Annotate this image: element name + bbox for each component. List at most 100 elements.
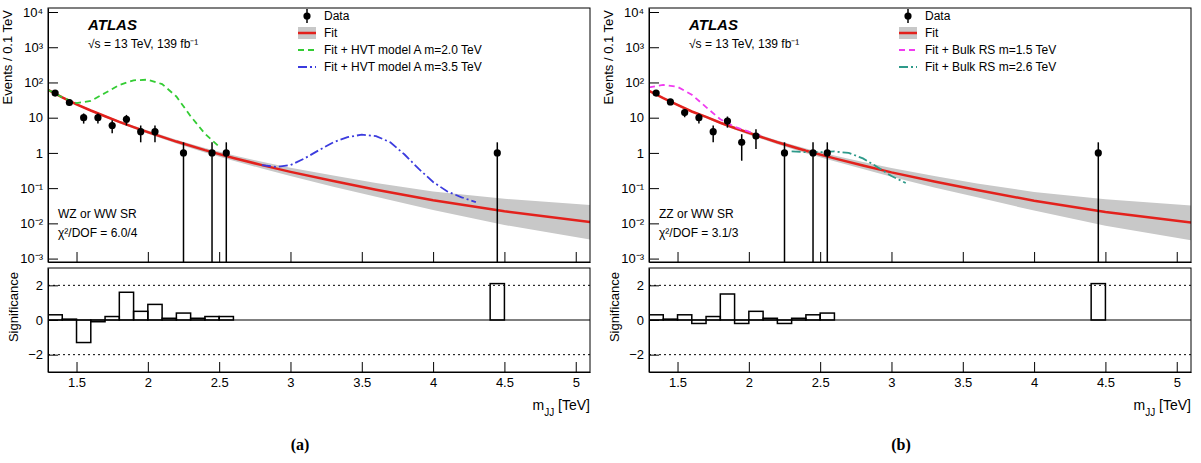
tick-mark [48,320,58,321]
tick [362,252,363,262]
tick: 1.5 [669,362,687,390]
tick [963,252,964,262]
tick-mark [1034,362,1035,372]
tick: 2 [36,278,58,293]
significance-bar [663,318,677,320]
legend: DataFitFit + HVT model A m=2.0 TeVFit + … [298,9,482,74]
tick: 1.5 [68,362,86,390]
significance-bar [1091,284,1105,320]
significance-bar [806,315,820,320]
tick-mark [649,223,659,224]
significance-bar [820,313,834,320]
tick-label: 2 [36,278,43,293]
significance-bar [792,318,806,320]
significance-bar [1034,319,1048,321]
tick-mark [48,259,58,260]
tick-label: −2 [28,347,43,362]
tick: 2 [637,278,659,293]
fit-uncertainty-band [649,90,1191,240]
significance-bar [119,292,133,320]
y-axis-title: Significance [607,272,622,342]
significance-bar [991,319,1005,321]
data-point [738,139,745,146]
tick-mark [576,362,577,372]
data-point [494,149,501,156]
tick: 10⁻² [621,216,659,231]
tick [749,252,750,262]
significance-plot-area [48,284,504,343]
tick-label: 10² [625,75,644,90]
significance-bar [1006,319,1020,321]
significance-bar [735,320,749,323]
annotation: χ²/DOF = 6.0/4 [58,226,138,240]
significance-bar [834,319,848,321]
tick-mark [433,362,434,372]
plot-frame [649,268,1191,372]
tick: 2.5 [812,362,830,390]
tick: 0 [36,313,58,328]
tick-mark [48,118,58,119]
legend-item: Fit [298,26,338,40]
significance-bar [1177,319,1191,321]
tick-mark [963,252,964,262]
grid-line [649,285,1191,286]
legend-label: Fit [925,26,939,40]
tick-label: 10⁻¹ [20,181,43,196]
tick-mark [77,252,78,262]
tick: 4 [430,362,437,390]
significance-bar [305,319,319,321]
significance-bar [462,319,476,321]
significance-bar [561,319,575,321]
grid-line [48,354,590,355]
tick-label: 2.5 [211,375,229,390]
tick-mark [576,252,577,262]
x-axis [650,252,1192,263]
tick: 10⁻³ [20,251,58,266]
tick-mark [48,12,58,13]
tick-mark [148,252,149,262]
tick-mark [820,252,821,262]
significance-bar [1063,319,1077,321]
significance-bar [649,315,663,320]
tick: 10² [24,75,58,90]
tick: 10³ [24,40,58,55]
significance-bar [906,319,920,321]
tick: 2 [746,362,753,390]
error-bar [741,134,743,161]
tick-mark [891,252,892,262]
data-point [724,118,731,125]
tick-mark [77,362,78,372]
tick: 1 [637,146,659,161]
tick-mark [649,259,659,260]
y-axis: 10⁻³10⁻²10⁻¹11010²10³10⁴ [20,5,58,267]
tick-label: 10⁻² [20,216,43,231]
tick-mark [1177,252,1178,262]
data-point [52,89,59,96]
legend-label: Fit [324,26,338,40]
significance-bar [248,319,262,321]
data-point [809,149,816,156]
y-axis-title: Events / 0.1 TeV [601,10,616,105]
tick-label: 3 [888,375,895,390]
tick: 10⁻³ [621,251,659,266]
series-line [48,90,590,222]
significance-bar [891,319,905,321]
data-point [681,109,688,116]
significance-bar [77,320,91,343]
legend-label: Fit + HVT model A m=2.0 TeV [324,43,482,57]
x-axis [49,252,591,263]
significance-bar [1048,319,1062,321]
legend-symbol [298,32,316,35]
data-point [123,116,130,123]
tick-mark [504,362,505,372]
legend: DataFitFit + Bulk RS m=1.5 TeVFit + Bulk… [899,9,1056,74]
legend-label: Fit + Bulk RS m=2.6 TeV [925,60,1056,74]
error-bar [183,142,185,262]
main-plot-area [649,85,1191,262]
tick-label: 5 [1174,375,1181,390]
grid [48,285,590,354]
tick-mark [749,362,750,372]
significance-bar [1120,319,1134,321]
significance-bar [863,319,877,321]
tick-mark [963,362,964,372]
